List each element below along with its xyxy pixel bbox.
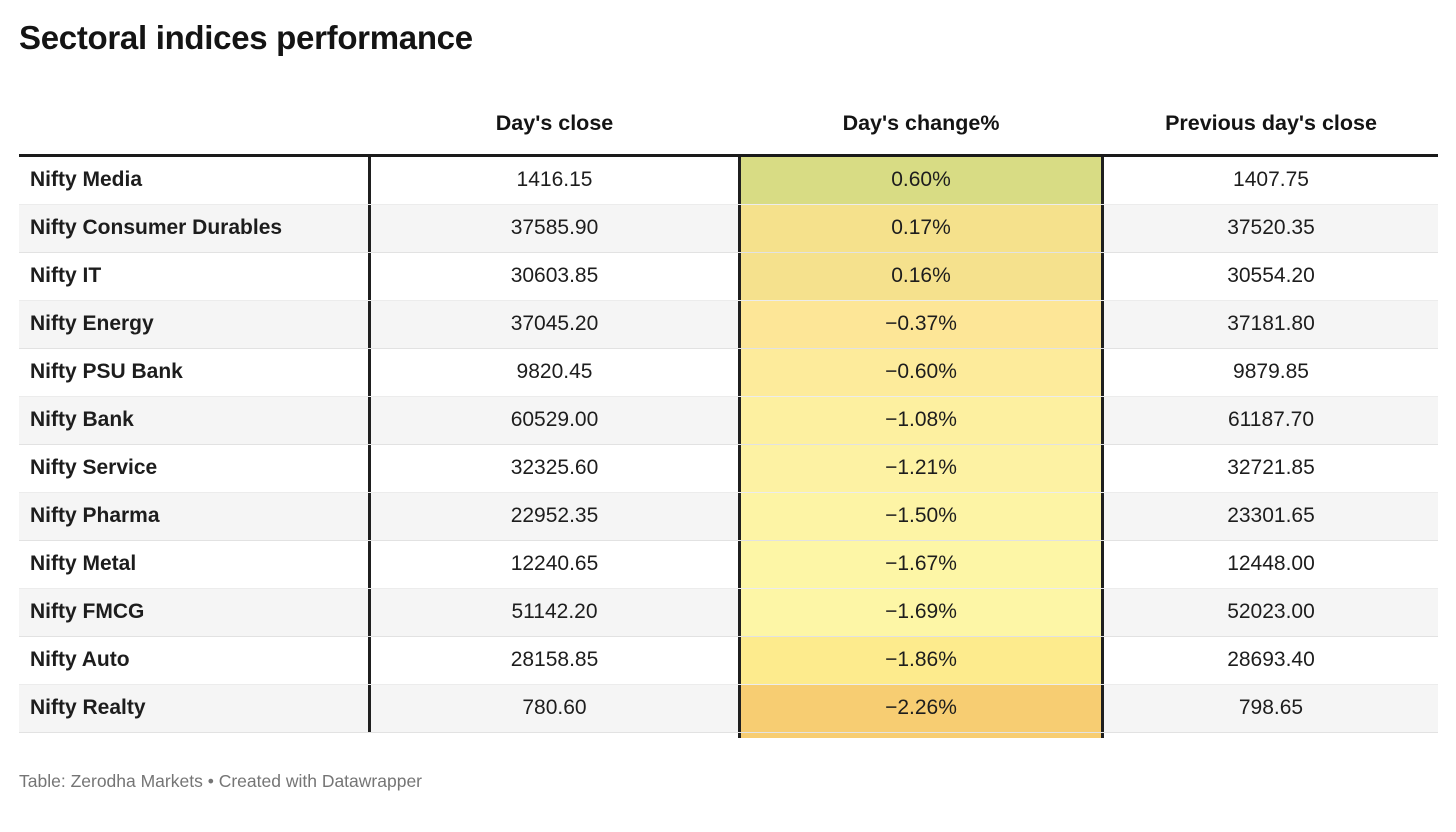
row-label-cell: Nifty FMCG bbox=[19, 588, 371, 636]
prev-close-cell: 9879.85 bbox=[1233, 360, 1309, 384]
table-row: Nifty Auto 28158.85 −1.86% 28693.40 bbox=[19, 636, 1438, 685]
prev-close-cell: 32721.85 bbox=[1227, 456, 1315, 480]
footer-table-label: Table: bbox=[19, 770, 71, 791]
change-column-extension bbox=[738, 732, 1104, 738]
footer-separator: • bbox=[202, 770, 219, 791]
days-close-cell: 780.60 bbox=[522, 696, 587, 720]
days-close-cell: 22952.35 bbox=[510, 504, 599, 528]
days-change-cell: −1.50% bbox=[738, 492, 1104, 540]
prev-close-cell: 1407.75 bbox=[1233, 168, 1309, 192]
days-change-cell: 0.17% bbox=[738, 204, 1104, 252]
row-label-cell: Nifty Media bbox=[19, 156, 371, 204]
row-label-cell: Nifty Service bbox=[19, 444, 371, 492]
column-header-days-close: Day's close bbox=[495, 110, 614, 135]
prev-close-cell: 23301.65 bbox=[1227, 504, 1315, 528]
column-header-empty bbox=[19, 109, 371, 137]
prev-close-cell: 61187.70 bbox=[1227, 408, 1315, 432]
table-row: Nifty FMCG 51142.20 −1.69% 52023.00 bbox=[19, 588, 1438, 637]
table-row: Nifty IT 30603.85 0.16% 30554.20 bbox=[19, 252, 1438, 301]
row-label-cell: Nifty Realty bbox=[19, 684, 371, 732]
table-row: Nifty Energy 37045.20 −0.37% 37181.80 bbox=[19, 300, 1438, 349]
row-label-cell: Nifty Energy bbox=[19, 300, 371, 348]
days-close-cell: 12240.65 bbox=[510, 552, 599, 576]
days-change-cell: −1.21% bbox=[738, 444, 1104, 492]
prev-close-cell: 52023.00 bbox=[1227, 600, 1315, 624]
days-change-cell: −0.37% bbox=[738, 300, 1104, 348]
row-label-cell: Nifty IT bbox=[19, 252, 371, 300]
days-change-cell: −0.60% bbox=[738, 348, 1104, 396]
table-footer: Table: Zerodha Markets • Created with Da… bbox=[19, 771, 1438, 792]
row-label-cell: Nifty PSU Bank bbox=[19, 348, 371, 396]
source-link[interactable]: Zerodha Markets bbox=[70, 770, 203, 791]
days-close-cell: 28158.85 bbox=[510, 648, 599, 672]
days-close-cell: 1416.15 bbox=[516, 168, 593, 192]
prev-close-cell: 37181.80 bbox=[1227, 312, 1315, 336]
row-label-cell: Nifty Bank bbox=[19, 396, 371, 444]
days-close-cell: 30603.85 bbox=[510, 264, 599, 288]
days-change-cell: −1.86% bbox=[738, 636, 1104, 684]
footer-created-with-label: Created with bbox=[218, 770, 322, 791]
prev-close-cell: 12448.00 bbox=[1227, 552, 1315, 576]
column-header-prev-close: Previous day's close bbox=[1165, 110, 1377, 135]
days-change-cell: −1.08% bbox=[738, 396, 1104, 444]
days-change-cell: 0.16% bbox=[738, 252, 1104, 300]
days-close-cell: 9820.45 bbox=[516, 360, 593, 384]
sectoral-indices-table-chart: Sectoral indices performance Day's close… bbox=[19, 19, 1438, 792]
column-header-days-change: Day's change% bbox=[842, 110, 1000, 135]
page-title: Sectoral indices performance bbox=[19, 19, 473, 56]
table-body: Nifty Media 1416.15 0.60% 1407.75 Nifty … bbox=[19, 153, 1438, 733]
days-close-cell: 37045.20 bbox=[510, 312, 599, 336]
prev-close-cell: 28693.40 bbox=[1227, 648, 1315, 672]
prev-close-cell: 798.65 bbox=[1238, 696, 1304, 720]
table-header-row: Day's close Day's change% Previous day's… bbox=[19, 109, 1438, 154]
table-row: Nifty Media 1416.15 0.60% 1407.75 bbox=[19, 156, 1438, 205]
table-row: Nifty Consumer Durables 37585.90 0.17% 3… bbox=[19, 204, 1438, 253]
table-row: Nifty Bank 60529.00 −1.08% 61187.70 bbox=[19, 396, 1438, 445]
days-close-cell: 32325.60 bbox=[510, 456, 599, 480]
table-row: Nifty Service 32325.60 −1.21% 32721.85 bbox=[19, 444, 1438, 493]
table-row: Nifty Realty 780.60 −2.26% 798.65 bbox=[19, 684, 1438, 733]
days-change-cell: −1.69% bbox=[738, 588, 1104, 636]
row-label-cell: Nifty Auto bbox=[19, 636, 371, 684]
table-row: Nifty PSU Bank 9820.45 −0.60% 9879.85 bbox=[19, 348, 1438, 397]
table-row: Nifty Pharma 22952.35 −1.50% 23301.65 bbox=[19, 492, 1438, 541]
days-change-cell: −2.26% bbox=[738, 684, 1104, 732]
datawrapper-link[interactable]: Datawrapper bbox=[321, 770, 423, 791]
days-close-cell: 37585.90 bbox=[510, 216, 599, 240]
days-change-cell: 0.60% bbox=[738, 156, 1104, 204]
days-change-cell: −1.67% bbox=[738, 540, 1104, 588]
row-label-cell: Nifty Pharma bbox=[19, 492, 371, 540]
row-label-cell: Nifty Metal bbox=[19, 540, 371, 588]
row-label-cell: Nifty Consumer Durables bbox=[19, 204, 371, 252]
prev-close-cell: 30554.20 bbox=[1227, 264, 1315, 288]
days-close-cell: 51142.20 bbox=[511, 600, 598, 624]
days-close-cell: 60529.00 bbox=[510, 408, 599, 432]
table-row: Nifty Metal 12240.65 −1.67% 12448.00 bbox=[19, 540, 1438, 589]
prev-close-cell: 37520.35 bbox=[1227, 216, 1315, 240]
